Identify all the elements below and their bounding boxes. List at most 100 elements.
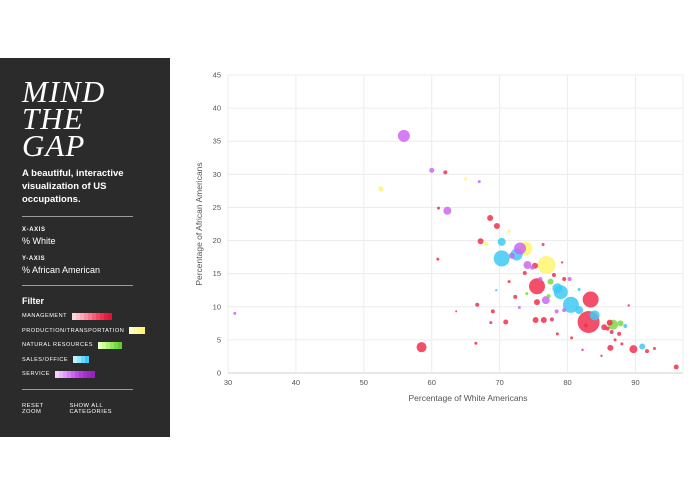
data-point[interactable] bbox=[507, 280, 511, 284]
data-point[interactable] bbox=[547, 278, 554, 285]
data-point[interactable] bbox=[484, 241, 489, 246]
data-point[interactable] bbox=[522, 271, 527, 276]
data-point[interactable] bbox=[507, 229, 511, 233]
data-point[interactable] bbox=[583, 323, 588, 328]
data-point[interactable] bbox=[567, 276, 572, 281]
data-point[interactable] bbox=[528, 278, 545, 295]
data-point[interactable] bbox=[639, 343, 646, 350]
color-swatch[interactable] bbox=[76, 312, 81, 320]
data-point[interactable] bbox=[617, 331, 622, 336]
data-point[interactable] bbox=[464, 177, 468, 181]
data-point[interactable] bbox=[443, 206, 452, 215]
data-point[interactable] bbox=[497, 237, 506, 246]
color-swatch[interactable] bbox=[72, 312, 77, 320]
data-point[interactable] bbox=[560, 261, 564, 264]
data-point[interactable] bbox=[437, 206, 441, 210]
data-point[interactable] bbox=[551, 272, 556, 277]
color-swatch[interactable] bbox=[80, 312, 85, 320]
data-point[interactable] bbox=[562, 296, 579, 313]
filter-sales-office[interactable]: SALES/OFFICE bbox=[22, 355, 148, 364]
data-point[interactable] bbox=[475, 302, 480, 307]
data-point[interactable] bbox=[474, 341, 478, 345]
data-point[interactable] bbox=[429, 167, 435, 173]
color-swatch[interactable] bbox=[77, 356, 82, 363]
data-point[interactable] bbox=[493, 250, 510, 267]
color-swatch-strip[interactable] bbox=[72, 312, 113, 320]
data-point[interactable] bbox=[546, 294, 551, 299]
data-point[interactable] bbox=[562, 308, 567, 313]
data-point[interactable] bbox=[525, 292, 529, 296]
data-point[interactable] bbox=[514, 242, 527, 255]
data-point[interactable] bbox=[605, 326, 610, 331]
color-swatch[interactable] bbox=[101, 341, 106, 349]
data-point[interactable] bbox=[233, 311, 237, 315]
data-point[interactable] bbox=[532, 317, 539, 324]
color-swatch[interactable] bbox=[109, 341, 114, 349]
color-swatch[interactable] bbox=[62, 370, 67, 378]
data-point[interactable] bbox=[508, 252, 515, 259]
data-point[interactable] bbox=[645, 349, 650, 354]
data-point[interactable] bbox=[378, 186, 384, 192]
color-swatch[interactable] bbox=[84, 312, 89, 320]
color-swatch[interactable] bbox=[82, 370, 87, 378]
color-swatch[interactable] bbox=[86, 370, 91, 378]
color-swatch[interactable] bbox=[90, 370, 95, 378]
data-point[interactable] bbox=[552, 283, 563, 294]
data-point[interactable] bbox=[629, 345, 638, 354]
filter-natural-resources[interactable]: NATURAL RESOURCES bbox=[22, 341, 148, 350]
data-point[interactable] bbox=[513, 294, 518, 299]
data-point[interactable] bbox=[493, 222, 500, 229]
color-swatch[interactable] bbox=[133, 327, 138, 334]
data-point[interactable] bbox=[540, 317, 547, 324]
filter-management[interactable]: MANAGEMENT bbox=[22, 312, 148, 321]
data-point[interactable] bbox=[523, 261, 532, 270]
data-point[interactable] bbox=[416, 342, 427, 353]
color-swatch[interactable] bbox=[117, 341, 122, 349]
data-point[interactable] bbox=[477, 180, 481, 184]
data-point[interactable] bbox=[397, 129, 410, 142]
data-point[interactable] bbox=[673, 364, 679, 370]
color-swatch[interactable] bbox=[105, 341, 110, 349]
color-swatch[interactable] bbox=[141, 327, 146, 334]
data-point[interactable] bbox=[562, 276, 567, 281]
color-swatch[interactable] bbox=[104, 312, 109, 320]
data-point[interactable] bbox=[607, 344, 614, 351]
color-swatch[interactable] bbox=[129, 327, 134, 334]
data-point[interactable] bbox=[623, 323, 628, 328]
color-swatch[interactable] bbox=[54, 370, 59, 378]
data-point[interactable] bbox=[606, 319, 613, 326]
data-point[interactable] bbox=[487, 215, 494, 222]
color-swatch[interactable] bbox=[113, 341, 118, 349]
data-point[interactable] bbox=[503, 319, 509, 325]
data-point[interactable] bbox=[609, 329, 614, 334]
color-swatch[interactable] bbox=[58, 370, 63, 378]
color-swatch[interactable] bbox=[66, 370, 71, 378]
color-swatch-strip[interactable] bbox=[73, 356, 90, 363]
color-swatch[interactable] bbox=[97, 341, 102, 349]
data-point[interactable] bbox=[581, 348, 584, 352]
data-point[interactable] bbox=[443, 170, 448, 175]
data-point[interactable] bbox=[617, 320, 624, 327]
y-axis-value[interactable]: % African American bbox=[22, 265, 101, 275]
color-swatch[interactable] bbox=[81, 356, 86, 363]
data-point[interactable] bbox=[538, 276, 543, 281]
color-swatch-strip[interactable] bbox=[54, 370, 95, 378]
data-point[interactable] bbox=[549, 317, 554, 322]
color-swatch[interactable] bbox=[88, 312, 93, 320]
color-swatch[interactable] bbox=[70, 370, 75, 378]
data-point[interactable] bbox=[455, 310, 458, 313]
x-axis-value[interactable]: % White bbox=[22, 236, 56, 246]
data-point[interactable] bbox=[582, 291, 599, 308]
data-point[interactable] bbox=[489, 321, 493, 325]
data-point[interactable] bbox=[541, 243, 545, 247]
data-point[interactable] bbox=[541, 296, 550, 305]
data-point[interactable] bbox=[477, 238, 484, 245]
color-swatch[interactable] bbox=[92, 312, 97, 320]
data-point[interactable] bbox=[530, 265, 535, 270]
data-point[interactable] bbox=[600, 354, 603, 357]
color-swatch[interactable] bbox=[78, 370, 83, 378]
data-point[interactable] bbox=[555, 332, 559, 336]
color-swatch[interactable] bbox=[96, 312, 101, 320]
color-swatch[interactable] bbox=[74, 370, 79, 378]
data-point[interactable] bbox=[554, 309, 559, 314]
